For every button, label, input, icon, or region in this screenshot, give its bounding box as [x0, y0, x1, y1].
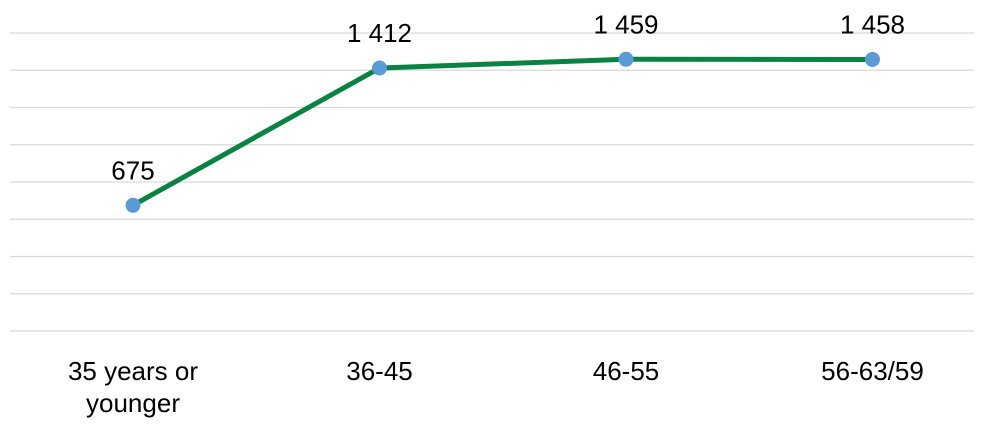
x-tick-label: 35 years or younger — [68, 356, 198, 418]
data-label: 1 412 — [347, 18, 412, 48]
x-tick-label: 36-45 — [346, 356, 413, 386]
x-axis-labels: 35 years or younger 36-45 46-55 56-63/59 — [68, 356, 924, 418]
data-point — [125, 197, 141, 213]
data-point — [618, 51, 634, 67]
data-point — [372, 60, 387, 76]
data-label: 1 459 — [593, 9, 658, 39]
data-labels: 675 1 412 1 459 1 458 — [111, 9, 905, 185]
x-tick-label: 46-55 — [593, 356, 660, 386]
x-tick-label: 56-63/59 — [821, 356, 924, 386]
series-group — [130, 56, 875, 208]
series-line — [130, 56, 875, 208]
data-label: 1 458 — [840, 9, 905, 39]
data-label: 675 — [111, 155, 154, 185]
data-points — [125, 51, 880, 213]
data-point — [865, 51, 880, 67]
